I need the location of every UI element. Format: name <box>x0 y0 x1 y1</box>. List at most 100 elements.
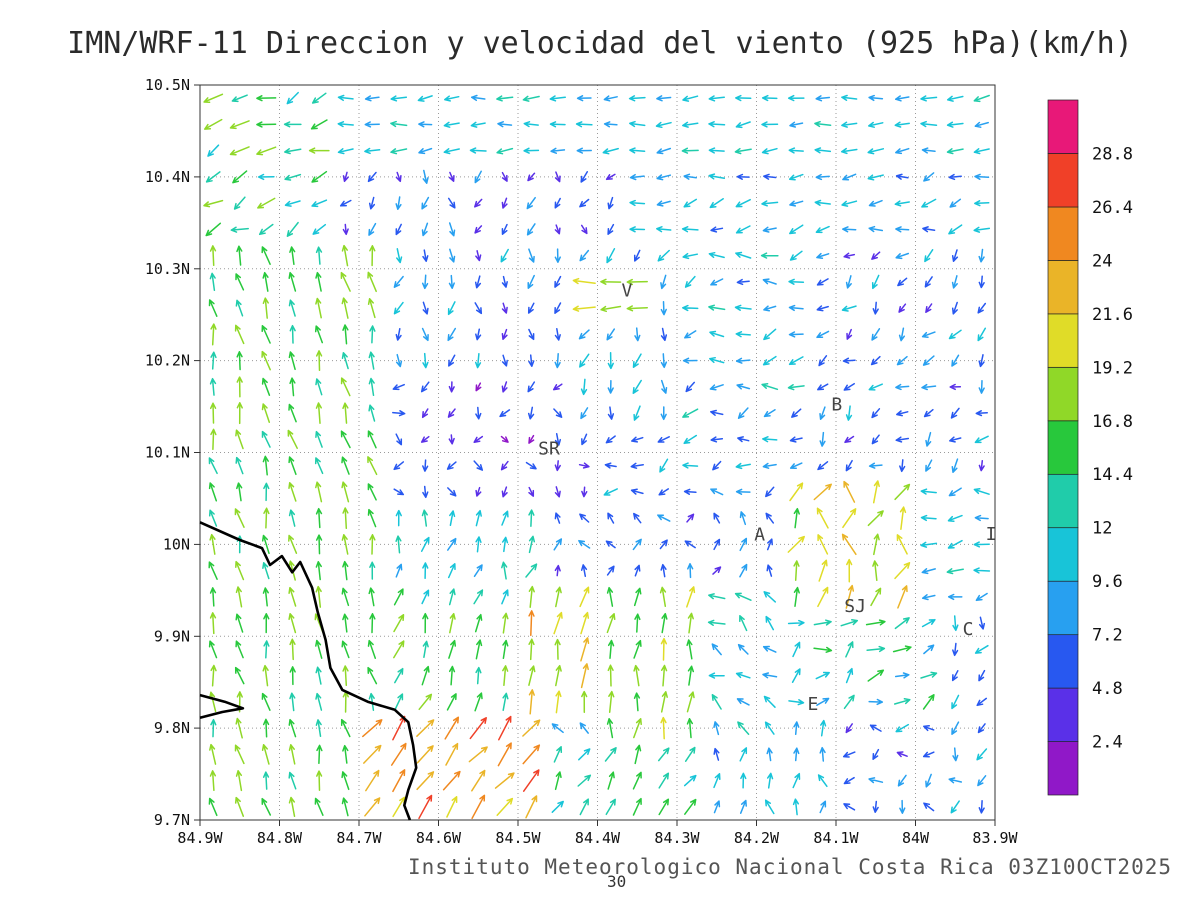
wind-vector <box>337 148 354 155</box>
wind-vector <box>816 252 830 260</box>
wind-vector <box>367 430 377 449</box>
wind-vector <box>395 327 402 341</box>
wind-vector <box>209 743 217 765</box>
station-label: E <box>807 694 818 715</box>
y-tick-label: 10.1N <box>145 444 190 462</box>
wind-vector <box>923 172 935 182</box>
wind-vector <box>949 383 962 391</box>
wind-vector <box>449 510 456 527</box>
station-label: SR <box>538 439 560 460</box>
wind-vector <box>475 486 482 497</box>
wind-vector <box>316 744 323 765</box>
wind-vector <box>342 665 349 687</box>
wind-vector <box>470 94 486 102</box>
wind-vector <box>288 299 296 317</box>
wind-vector <box>815 225 830 234</box>
wind-vector <box>362 719 383 738</box>
wind-vector <box>368 587 375 607</box>
wind-vector <box>921 331 936 338</box>
wind-vector <box>867 669 885 682</box>
wind-vector <box>444 716 460 740</box>
wind-vector <box>443 148 460 155</box>
wind-vector <box>262 455 269 476</box>
wind-vector <box>263 613 270 634</box>
wind-vector <box>787 94 805 102</box>
wind-vector <box>235 429 244 450</box>
wind-vector <box>629 147 646 154</box>
wind-vector <box>600 305 622 313</box>
wind-vector <box>866 645 886 653</box>
wind-vector <box>448 222 456 237</box>
wind-vector <box>554 275 562 288</box>
wind-vector <box>766 747 773 762</box>
wind-vector <box>525 461 537 470</box>
wind-vector <box>315 719 322 738</box>
wind-vector <box>793 586 800 607</box>
wind-vector <box>843 694 855 710</box>
x-tick-label: 83.9W <box>972 829 1018 847</box>
wind-vector <box>421 408 429 419</box>
wind-vector <box>764 799 775 815</box>
wind-vector <box>682 121 699 128</box>
station-label: I <box>986 524 997 545</box>
y-tick-label: 10.4N <box>145 168 190 186</box>
wind-vector <box>923 802 935 812</box>
wind-vector <box>231 94 248 103</box>
wind-vector <box>819 431 826 447</box>
x-tick-label: 84.8W <box>257 829 303 847</box>
wind-vector <box>287 429 298 449</box>
wind-vector <box>315 507 323 529</box>
wind-vector <box>337 94 354 102</box>
wind-vector <box>978 800 985 814</box>
wind-vector <box>868 121 884 128</box>
wind-vector <box>501 223 508 235</box>
wind-vector <box>337 121 354 128</box>
wind-vector <box>393 614 405 633</box>
wind-vector <box>626 278 648 286</box>
colorbar-segment <box>1047 313 1079 368</box>
wind-vector <box>422 562 429 580</box>
wind-vector <box>523 121 539 128</box>
wind-vector <box>710 488 724 496</box>
colorbar-label: 21.6 <box>1092 305 1133 325</box>
wind-vector <box>659 458 669 473</box>
wind-vector <box>660 353 668 369</box>
wind-vector <box>554 248 561 263</box>
wind-vector <box>208 561 218 580</box>
x-tick-label: 84.2W <box>734 829 780 847</box>
wind-vector <box>974 644 989 654</box>
wind-vector <box>554 486 561 498</box>
wind-vector <box>607 664 614 687</box>
wind-vector <box>660 274 667 290</box>
wind-vector <box>845 667 854 684</box>
wind-vector <box>814 120 832 128</box>
wind-vector <box>233 196 246 210</box>
wind-vector <box>420 381 430 393</box>
wind-vector <box>501 275 508 288</box>
wind-vector <box>687 563 694 579</box>
colorbar-label: 2.4 <box>1092 733 1123 753</box>
wind-vector <box>449 612 456 634</box>
wind-vector <box>581 433 588 446</box>
wind-vector <box>708 147 725 154</box>
wind-vector <box>368 377 375 397</box>
wind-vector <box>817 534 829 555</box>
wind-vector <box>600 278 622 285</box>
wind-vector <box>893 698 911 705</box>
wind-vector <box>443 121 460 128</box>
wind-vector <box>633 692 641 712</box>
colorbar-label: 7.2 <box>1092 626 1123 646</box>
wind-vector <box>553 408 563 418</box>
wind-vector <box>262 664 269 687</box>
wind-vector <box>788 304 804 312</box>
wind-vector <box>288 796 296 818</box>
wind-vector <box>897 277 908 287</box>
x-tick-label: 84.6W <box>416 829 462 847</box>
wind-vector <box>392 769 406 793</box>
wind-vector <box>286 221 299 237</box>
wind-vector <box>656 200 671 207</box>
wind-vector <box>208 299 218 317</box>
wind-vector <box>711 643 722 656</box>
